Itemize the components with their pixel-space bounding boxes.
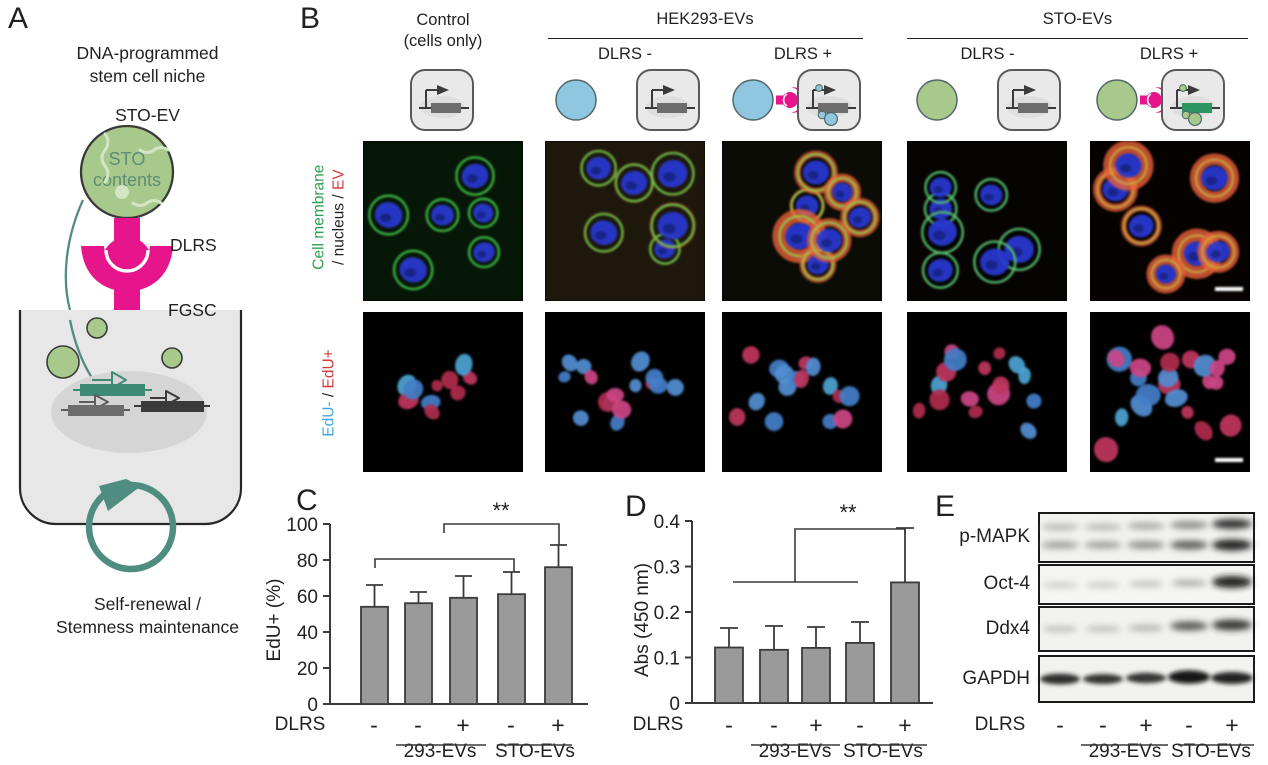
svg-text:STO-EVs: STO-EVs [1171,741,1251,762]
svg-text:p-MAPK: p-MAPK [959,526,1030,547]
svg-text:DLRS: DLRS [975,714,1026,735]
svg-text:+: + [1139,712,1152,738]
svg-text:-: - [1099,712,1107,738]
svg-text:Oct-4: Oct-4 [984,573,1031,594]
svg-text:-: - [1185,712,1193,738]
svg-text:GAPDH: GAPDH [962,668,1030,689]
svg-text:Ddx4: Ddx4 [986,618,1031,639]
svg-text:293-EVs: 293-EVs [1089,741,1162,762]
svg-text:-: - [1056,712,1064,738]
svg-text:+: + [1225,712,1238,738]
